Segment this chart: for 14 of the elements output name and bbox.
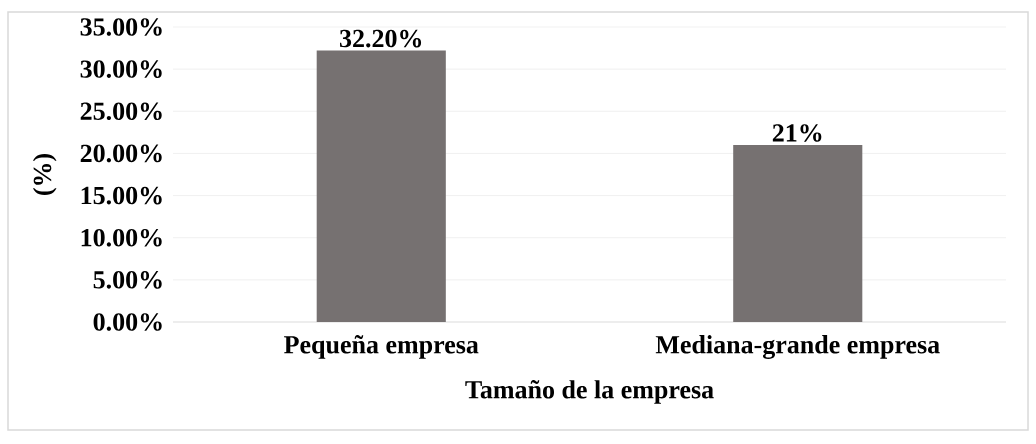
data-label: 21%	[772, 124, 822, 142]
y-tick-label: 5.00%	[93, 271, 162, 289]
y-tick-label: 10.00%	[81, 228, 162, 247]
x-tick-label: Pequeña empresa	[284, 335, 479, 359]
y-tick-label: 20.00%	[80, 144, 162, 163]
y-tick-label: 0.00%	[93, 313, 162, 331]
x-axis-title: Tamaño de la empresa	[465, 380, 714, 404]
y-tick-label: 25.00%	[80, 102, 162, 121]
data-label: 32.20%	[339, 29, 422, 48]
y-tick-label: 15.00%	[81, 186, 162, 205]
y-tick-label: 35.00%	[80, 18, 162, 36]
y-tick-label: 30.00%	[80, 60, 162, 78]
x-tick-label: Mediana-grande empresa	[655, 335, 940, 359]
y-axis-title: (%)	[32, 153, 57, 196]
